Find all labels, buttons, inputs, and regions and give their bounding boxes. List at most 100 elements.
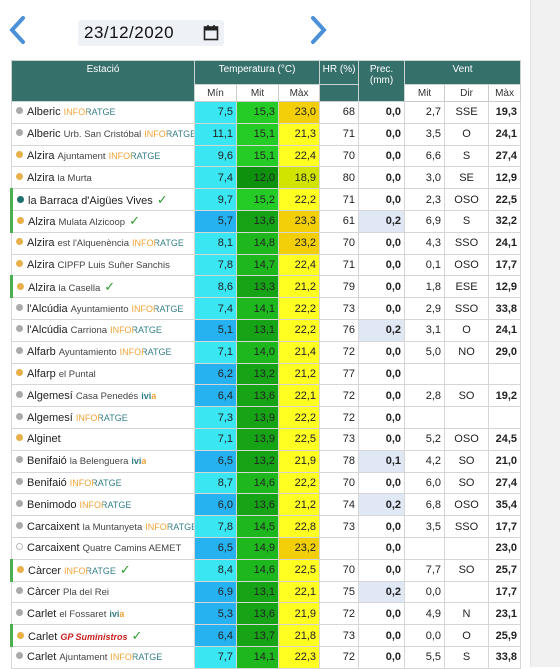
status-dot [16,608,23,616]
wind-max: 12,9 [488,166,522,190]
station-name: Càrcer [28,565,62,578]
next-day[interactable] [306,14,330,46]
station-name: Algemesí [27,389,73,402]
wind-dir: SSE [444,101,490,124]
humidity: 70 [319,231,360,255]
humidity: 78 [319,449,360,473]
station-cell: Alzira la Murta [11,166,195,190]
station-place: Casa Penedés [75,390,139,402]
wind-dir: SO [444,384,490,408]
wind-mean: 0,0 [404,580,446,604]
network-tag: INFORATGE [145,522,193,532]
station-name: Carcaixent [27,520,80,533]
network-tag: INFORATGE [79,499,132,510]
temp-min: 5,1 [194,318,237,342]
precipitation: 0,2 [358,318,406,342]
station-cell: Benimodo INFORATGE [11,493,195,517]
station-name: Alzira [27,258,55,271]
temp-mean: 15,1 [236,122,279,146]
precipitation: 0,0 [358,645,406,669]
header-cell: HR (%) [319,60,360,85]
precipitation: 0,0 [358,558,406,582]
precipitation: 0,0 [358,231,406,255]
station-row: Alberic INFORATGE 7,5 15,3 23,0 68 0,0 2,7 SSE 19… [11,101,522,124]
precipitation: 0,0 [358,253,406,277]
wind-mean: 6,9 [404,209,446,233]
temp-min: 8,6 [194,275,237,299]
station-row: Algemesí INFORATGE 7,3 13,9 22,2 72 0,0 [11,406,522,429]
station-row: Benifaió INFORATGE 8,7 14,6 22,2 70 0,0 6,0 SO 27… [11,471,522,495]
precipitation: 0,0 [358,362,406,386]
network-tag: INFORATGE [63,107,116,118]
humidity: 75 [319,580,360,604]
wind-mean: 0,1 [404,253,446,277]
wind-mean: 3,0 [404,166,446,190]
humidity: 68 [319,101,360,124]
temp-max: 21,2 [277,362,321,386]
status-dot [16,259,23,267]
verified-check: ✓ [129,213,140,229]
status-dot [17,282,24,290]
precipitation: 0,2 [358,580,406,604]
station-cell: Alzira est l'Alquenència INFORATGE [11,231,195,255]
wind-mean: 4,3 [404,231,446,255]
precipitation: 0,0 [358,384,406,408]
station-row: Carlet el Fossaret ivia 5,3 13,6 21,9 72 0,0 4,9… [11,602,522,626]
wind-max: 24,1 [488,318,522,342]
wind-max: 25,7 [488,558,522,582]
temp-max: 21,9 [277,602,321,626]
temp-max: 23,2 [277,536,321,560]
station-place: Ajuntament [57,150,106,162]
status-dot [16,172,23,180]
temp-min: 5,7 [194,209,237,233]
precipitation: 0,0 [358,188,406,211]
humidity: 72 [319,340,360,364]
station-place: la Casella [58,282,101,294]
humidity: 70 [319,471,360,495]
temp-max: 21,9 [277,449,321,473]
temp-min: 8,4 [194,558,237,582]
wind-mean: 5,5 [404,645,446,669]
wind-max: 12,9 [488,275,522,299]
temp-max: 22,1 [277,384,321,408]
station-cell: Càrcer INFORATGE ✓ [10,558,195,582]
wind-dir: SO [444,449,490,473]
station-cell: Carcaixent Quatre Camins AEMET [11,536,195,560]
station-row: Càrcer INFORATGE ✓ 8,4 14,6 22,5 70 0,0 7,7 SO 25,… [10,558,522,582]
wind-mean: 6,6 [404,144,446,168]
wind-dir: S [444,209,490,233]
date-input[interactable]: 23/12/2020 [78,20,224,46]
humidity [319,536,360,560]
station-row: Alzira est l'Alquenència INFORATGE 8,1 14,8 2… [11,231,522,255]
humidity: 71 [319,188,360,211]
temp-max: 22,2 [277,318,321,342]
temp-min: 6,0 [194,493,237,517]
station-name: Alzira [27,171,55,184]
wind-dir [444,536,490,560]
station-place: Carriona [70,325,108,337]
network-tag: INFORATGE [110,325,162,336]
network-tag: ivia [141,390,157,401]
wind-max [488,362,522,386]
calendar-icon[interactable] [203,24,219,41]
wind-mean: 5,0 [404,340,446,364]
temp-min: 7,1 [194,427,237,451]
temp-mean: 13,9 [236,406,279,429]
humidity: 73 [319,427,360,451]
wind-mean: 4,9 [404,602,446,626]
wind-max: 17,7 [488,580,522,604]
temp-mean: 13,9 [236,427,279,451]
prev-day[interactable] [6,14,30,46]
wind-dir: O [444,624,490,647]
wind-mean: 2,3 [404,188,446,211]
wind-max: 19,2 [488,384,522,408]
temp-min: 8,1 [194,231,237,255]
station-cell: Alfarb Ayuntamiento INFORATGE [11,340,195,364]
station-row: Alberic Urb. San Cristóbal INFORATGE 11,1 15… [11,122,522,146]
station-place: Pla del Rei [63,586,109,598]
station-name: l'Alcúdia [27,324,68,337]
station-name: Alberic [27,106,61,119]
wind-mean: 5,2 [404,427,446,451]
wind-mean: 3,1 [404,318,446,342]
network-tag: ivia [109,608,125,619]
